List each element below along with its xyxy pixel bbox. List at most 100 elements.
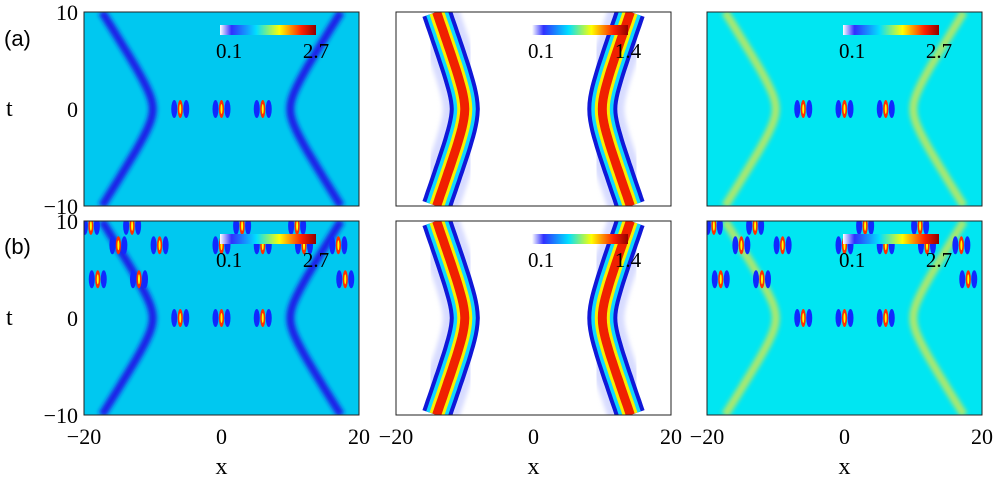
panel-b-3-breather-b-dip xyxy=(959,270,966,289)
panel-b-3-breather-b-core xyxy=(761,274,763,285)
panel-a-3: 0.1 2.7 xyxy=(706,11,983,207)
panel-b-3-breather-b-dip xyxy=(753,270,759,289)
y-tick-label: 0 xyxy=(67,306,78,331)
panel-b-3-breather-d-core xyxy=(754,221,757,231)
panel-label-b: (b) xyxy=(4,234,31,259)
x-tick-label: −20 xyxy=(379,424,413,449)
panel-b-1-breather-b-dip xyxy=(348,270,355,289)
panel-b-1-breather-d-core xyxy=(241,221,244,231)
panel-b-3-breather-dip xyxy=(835,309,842,327)
panel-b-3-breather-d-dip xyxy=(758,221,765,235)
y-tick-label: 10 xyxy=(56,0,78,25)
panel-b-3-breather-c-core xyxy=(740,240,743,251)
panel-b-1-breather-b-core xyxy=(138,274,140,285)
panel-a-2-frame xyxy=(395,11,672,207)
panel-b-3-colorbar-max: 2.7 xyxy=(926,248,952,272)
panel-b-1-breather-c-dip xyxy=(150,236,157,255)
panel-b-1-breather-c-dip xyxy=(329,236,336,255)
panel-a-1-breather-dip xyxy=(212,100,219,118)
panel-b-1-breather-b-core xyxy=(96,274,99,285)
panel-b-1-breather-c-dip xyxy=(162,236,169,255)
panel-b-3-breather-d-dip xyxy=(716,221,723,235)
panel-b-3-breather-b-core xyxy=(719,274,722,285)
x-tick-label: 0 xyxy=(839,424,850,449)
panel-b-3-breather-b-dip xyxy=(711,270,718,289)
x-tick-label: 20 xyxy=(971,424,993,449)
panel-b-1-colorbar-max: 2.7 xyxy=(303,248,329,272)
panel-a-3-breather-dip xyxy=(794,100,801,118)
panel-a-1-breather-dip xyxy=(224,100,231,118)
y-tick-label: −10 xyxy=(44,403,78,428)
panel-a-1-breather-dip xyxy=(265,100,272,118)
panel-a-3-breather-dip xyxy=(806,100,813,118)
panel-b-1-breather-d-core xyxy=(131,221,134,231)
panel-b-1-colorbar-min: 0.1 xyxy=(216,248,242,272)
panel-b-3-breather-d-dip xyxy=(868,221,875,235)
panel-b-3-colorbar xyxy=(843,234,939,244)
panel-a-3-breather-dip xyxy=(876,100,883,118)
panel-b-3-breather-d-dip xyxy=(707,221,711,235)
panel-a-1-colorbar-min: 0.1 xyxy=(216,39,242,63)
panel-a-3-breather-core xyxy=(843,104,846,114)
panel-b-1-breather-c-dip xyxy=(121,236,128,255)
y-tick-label: 10 xyxy=(56,209,78,234)
y-tick-label: −10 xyxy=(44,194,78,219)
y-tick-label: 0 xyxy=(67,97,78,122)
panel-b-3-breather-d-core xyxy=(864,221,867,231)
panel-a-2-colorbar xyxy=(532,25,628,35)
panel-b-1-breather-dip xyxy=(183,309,190,327)
panel-b-3-breather-d-dip xyxy=(856,221,863,235)
panel-a-1-breather-dip xyxy=(253,100,260,118)
panel-b-1-colorbar xyxy=(220,234,316,244)
panel-b-1-breather-dip xyxy=(171,309,178,327)
panel-b-1: 0.1 2.7 xyxy=(83,220,360,416)
panel-a-2-soliton-core xyxy=(597,12,635,206)
panel-b-1-breather-d-dip xyxy=(135,221,142,235)
panel-a-1: 0.1 2.7 xyxy=(83,11,360,207)
panel-b-3-breather-d-dip xyxy=(911,221,918,235)
panel-b-3-breather-c-dip xyxy=(952,236,959,255)
panel-b-1-breather-c-dip xyxy=(212,236,219,255)
panel-a-1-frame xyxy=(83,11,360,207)
panel-b-3-breather-c-dip xyxy=(785,236,792,255)
x-tick-label: 0 xyxy=(528,424,539,449)
panel-b-3-breather-core xyxy=(802,313,805,323)
panel-a-2-soliton-core xyxy=(432,12,470,206)
panel-b-1-breather-c-core xyxy=(158,240,161,251)
panel-b-1-breather-d-dip xyxy=(245,221,252,235)
panel-b-1-breather-d-core xyxy=(89,221,92,231)
panel-b-3: 0.1 2.7 xyxy=(706,220,983,416)
panel-b-1-soliton xyxy=(286,221,345,415)
panel-a-3-breather-core xyxy=(802,104,805,114)
panel-b-3-breather-d-core xyxy=(712,221,715,231)
panel-b-2-field xyxy=(415,221,652,415)
panel-b-2-colorbar-min: 0.1 xyxy=(528,248,554,272)
panel-a-3-soliton xyxy=(721,12,780,206)
panel-a-3-soliton xyxy=(909,12,968,206)
panel-b-3-breather-d-dip xyxy=(746,221,753,235)
panel-a-1-colorbar-max: 2.7 xyxy=(303,39,329,63)
panel-a-3-colorbar-max: 2.7 xyxy=(926,39,952,63)
panel-b-1-breather-d-dip xyxy=(300,221,307,235)
panel-b-1-breather-d-dip xyxy=(123,221,130,235)
panel-b-3-breather-core xyxy=(843,313,846,323)
panel-b-2-soliton-core xyxy=(432,221,470,415)
panel-a-3-colorbar xyxy=(843,25,939,35)
panel-b-1-breather-dip xyxy=(253,309,260,327)
panel-b-3-breather-c-dip xyxy=(964,236,971,255)
panel-b-1-breather-c-dip xyxy=(341,236,348,255)
panel-a-1-breather-dip xyxy=(183,100,190,118)
panel-a-3-breather-dip xyxy=(835,100,842,118)
panel-a-3-frame xyxy=(706,11,983,207)
x-axis-label: x xyxy=(216,454,228,480)
panel-b-2: 0.1 1.4 xyxy=(395,220,672,416)
panel-a-3-breather-dip xyxy=(888,100,895,118)
x-tick-label: −20 xyxy=(67,424,101,449)
plot-layer: 0.1 2.7 0.1 1.4 0.1 2.7 0.1 2.7 0.1 1.4 0.1 2.7 10 0 −… xyxy=(6,0,993,480)
panel-a-2-field xyxy=(415,12,652,206)
panel-b-1-breather-d-dip xyxy=(233,221,240,235)
panel-b-2-colorbar xyxy=(532,234,628,244)
panel-b-1-breather-b-dip xyxy=(100,270,107,289)
panel-b-1-breather-b-core xyxy=(344,274,347,285)
